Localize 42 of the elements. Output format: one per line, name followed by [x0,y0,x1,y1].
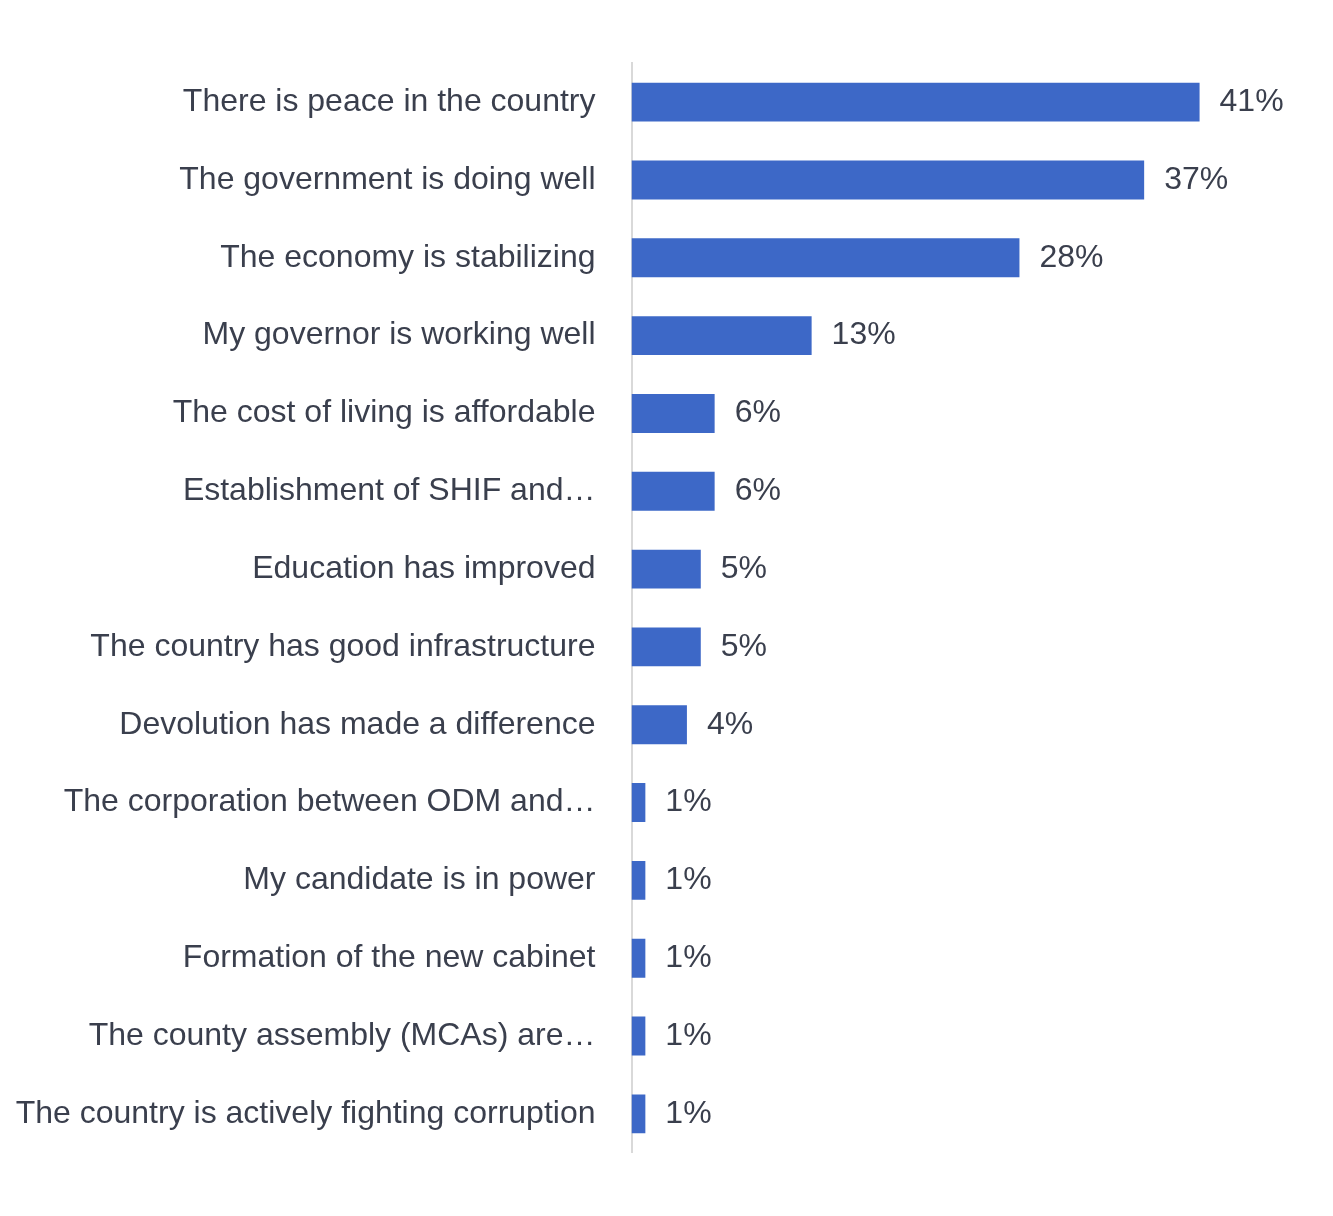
y-tick-label: The county assembly (MCAs) are… [88,1015,596,1052]
bar [631,860,646,900]
bar [631,160,1145,200]
bar [631,705,687,745]
data-label: 28% [1039,237,1104,274]
y-tick-label: Formation of the new cabinet [182,938,596,975]
y-tick-label: Establishment of SHIF and… [182,471,596,508]
bar [631,783,646,823]
y-tick-label: The country is actively fighting corruption [15,1093,596,1130]
data-label: 1% [665,782,712,819]
data-label: 5% [720,626,768,663]
bar [631,316,812,356]
data-label: 1% [665,860,712,897]
data-label: 41% [1219,81,1284,118]
y-tick-label: The economy is stabilizing [220,237,596,274]
y-tick-label: There is peace in the country [182,81,596,118]
bar [631,549,701,589]
bar [631,471,715,511]
y-tick-label: The cost of living is affordable [172,393,596,430]
data-label: 1% [665,938,712,975]
y-tick-label: Devolution has made a difference [119,704,596,741]
bar [631,627,701,667]
bar [631,393,715,433]
y-tick-label: Education has improved [252,548,596,585]
bar [631,1016,646,1056]
y-tick-label: My candidate is in power [243,860,596,897]
y-tick-label: The country has good infrastructure [90,626,596,663]
data-label: 13% [831,315,896,352]
data-label: 1% [665,1093,712,1130]
data-label: 1% [665,1015,712,1052]
data-label: 37% [1164,159,1229,196]
data-label: 6% [734,393,781,430]
y-tick-label: The government is doing well [179,159,596,196]
bar [631,238,1020,278]
y-tick-label: The corporation between ODM and… [63,782,596,819]
bar [631,1094,646,1134]
bar [631,938,646,978]
y-tick-label: My governor is working well [202,315,596,352]
data-label: 4% [706,704,754,741]
bar [631,82,1200,122]
data-label: 5% [720,548,768,585]
data-label: 6% [734,471,781,508]
